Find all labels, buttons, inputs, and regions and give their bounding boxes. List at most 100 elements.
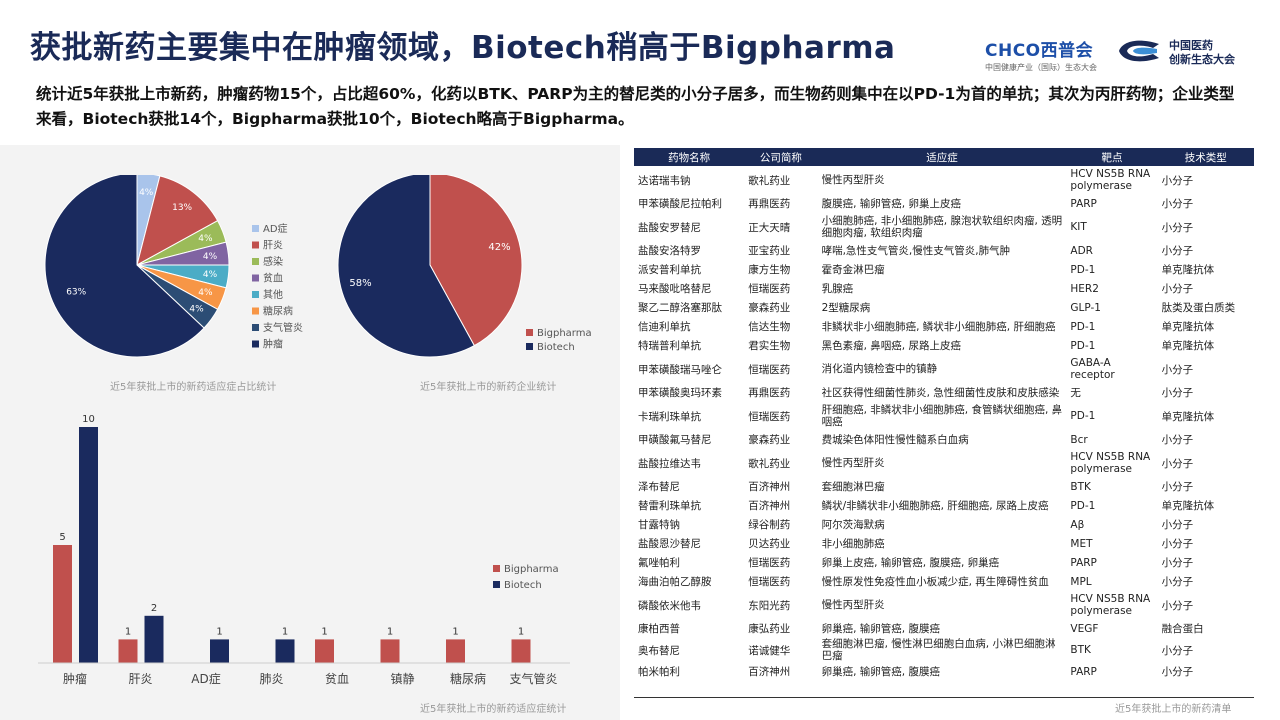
target-cell: PD-1 [1070,263,1096,276]
company-cell: 康弘药业 [748,623,791,635]
pie-slice-label: 4% [203,270,218,280]
tech-type-cell: 单克隆抗体 [1161,500,1215,512]
tech-type-cell: 小分子 [1161,198,1194,210]
page-title: 获批新药主要集中在肿瘤领域，Biotech稍高于Bigpharma [30,30,896,66]
table-row: 康柏西普 康弘药业 卵巢癌, 输卵管癌, 腹膜癌 VEGF 融合蛋白 [634,619,1254,638]
indication-cell: 费城染色体阳性慢性髓系白血病 [821,433,969,446]
drug-name-cell: 磷酸依米他韦 [638,599,701,612]
target-cell: BTK [1070,644,1091,656]
table-caption: 近5年获批上市的新药清单 [1115,704,1232,715]
drug-name-cell: 康柏西普 [638,623,680,635]
legend-label: Biotech [537,342,575,353]
tech-type-cell: 小分子 [1161,387,1194,399]
company-cell: 康方生物 [748,264,791,276]
tech-type-cell: 单克隆抗体 [1161,321,1215,333]
target-cell: PD-1 [1070,320,1096,333]
table-row: 奥布替尼 诺诚健华 套细胞淋巴瘤, 慢性淋巴细胞白血病, 小淋巴细胞淋巴瘤 BTK 小分… [634,638,1254,662]
legend-swatch [252,241,259,249]
table-row: 盐酸拉维达韦 歌礼药业 慢性丙型肝炎 HCV NS5B RNA polymerase 小… [634,449,1254,477]
drug-name-cell: 信迪利单抗 [638,321,691,333]
target-cell: PARP [1070,556,1097,569]
tech-type-cell: 小分子 [1161,519,1194,531]
pie-slice-label: 63% [66,287,86,297]
drug-name-cell: 奥布替尼 [638,644,680,657]
company-cell: 百济神州 [748,500,791,512]
bar-category-label: 支气管炎 [509,671,557,686]
bar-biotech [144,615,164,663]
indication-cell: 肝细胞癌, 非鳞状非小细胞肺癌, 食管鳞状细胞癌, 鼻咽癌 [821,404,1063,428]
tech-type-cell: 小分子 [1161,557,1194,569]
tech-type-cell: 单克隆抗体 [1161,264,1215,276]
pie-slice-label: 4% [198,234,213,244]
legend-swatch [493,581,500,588]
summit-logo-line2: 创新生态大会 [1169,53,1235,66]
indication-cell: 慢性丙型肝炎 [821,599,885,611]
company-cell: 豪森药业 [748,302,791,314]
company-cell: 豪森药业 [748,434,791,446]
pie-slice-label: 42% [488,242,510,253]
bar-bigpharma [511,639,531,663]
tech-type-cell: 小分子 [1161,599,1194,612]
table-row: 甲苯磺酸瑞马唑仑 恒瑞医药 消化道内镜检查中的镇静 GABA-A receptor 小分… [634,355,1254,383]
bar-category-label: 肝炎 [128,672,152,686]
legend-swatch [493,565,500,572]
indication-cell: 非鳞状非小细胞肺癌, 鳞状非小细胞肺癌, 肝细胞癌 [821,320,1056,333]
legend-label: Biotech [504,580,542,591]
tech-type-cell: 小分子 [1161,666,1194,678]
table-row: 信迪利单抗 信达生物 非鳞状非小细胞肺癌, 鳞状非小细胞肺癌, 肝细胞癌 PD-1 单克… [634,317,1254,336]
table-row: 马来酸吡咯替尼 恒瑞医药 乳腺癌 HER2 小分子 [634,279,1254,298]
summary-text: 统计近5年获批上市新药，肿瘤药物15个，占比超60%，化药以BTK、PARP为主… [36,85,1235,128]
target-cell: Bcr [1070,433,1088,446]
table-row: 甘露特钠 绿谷制药 阿尔茨海默病 Aβ 小分子 [634,515,1254,534]
target-cell: HER2 [1070,282,1099,295]
indication-cell: 卵巢上皮癌, 输卵管癌, 腹膜癌, 卵巢癌 [821,556,1000,569]
bar-category-label: 贫血 [325,671,349,686]
drug-name-cell: 甲苯磺酸瑞马唑仑 [638,363,722,376]
pie-slice-biotech [337,175,476,358]
company-cell: 再鼎医药 [748,387,791,399]
indication-cell: 消化道内镜检查中的镇静 [821,363,938,375]
target-cell: GABA-A receptor [1070,357,1115,381]
pie-slice-label: 58% [349,278,371,289]
legend-label: 肿瘤 [263,338,283,351]
table-row: 甲苯磺酸奥玛环素 再鼎医药 社区获得性细菌性肺炎, 急性细菌性皮肤和皮肤感染无 小分子 [634,383,1254,402]
indication-cell: 阿尔茨海默病 [821,518,885,531]
bar-value-label: 1 [321,626,327,637]
bar-bigpharma [315,639,334,663]
company-cell: 恒瑞医药 [748,363,791,376]
legend-swatch [252,274,259,282]
bar-bigpharma [380,639,400,663]
indication-cell: 鳞状/非鳞状非小细胞肺癌, 肝细胞癌, 尿路上皮癌 [821,499,1049,512]
pie-slice-label: 13% [172,203,192,213]
innovation-summit-logo: 中国医药 创新生态大会 [1117,36,1247,70]
company-cell: 正大天晴 [748,221,791,234]
bar-category-label: 糖尿病 [450,671,486,686]
indication-cell: 慢性丙型肝炎 [821,457,885,469]
company-cell: 恒瑞医药 [748,283,791,295]
table-row: 磷酸依米他韦 东阳光药 慢性丙型肝炎 HCV NS5B RNA polymerase 小… [634,591,1254,619]
indication-cell: 卵巢癌, 输卵管癌, 腹膜癌 [821,622,940,635]
indication-cell: 腹膜癌, 输卵管癌, 卵巢上皮癌 [821,197,961,210]
table-row: 泽布替尼 百济神州 套细胞淋巴瘤 BTK 小分子 [634,477,1254,496]
legend-swatch [252,324,259,331]
tech-type-cell: 小分子 [1161,245,1194,257]
indication-cell: 2型糖尿病 [821,301,871,314]
legend-swatch [252,340,259,348]
indication-cell: 非小细胞肺癌 [821,537,885,550]
drug-name-cell: 盐酸恩沙替尼 [638,538,701,550]
table-row: 甲磺酸氟马替尼 豪森药业 费城染色体阳性慢性髓系白血病 Bcr 小分子 [634,430,1254,449]
bar-value-label: 1 [282,626,288,637]
pie-slice-label: 4% [203,252,218,262]
bar-bigpharma [53,545,72,663]
drug-name-cell: 甲苯磺酸奥玛环素 [638,387,722,399]
table-row: 特瑞普利单抗 君实生物 黑色素瘤, 鼻咽癌, 尿路上皮癌 PD-1 单克隆抗体 [634,336,1254,355]
indication-cell: 哮喘,急性支气管炎,慢性支气管炎,肺气肿 [821,244,1011,257]
bar-bigpharma [446,639,465,663]
drug-name-cell: 泽布替尼 [638,481,680,493]
target-cell: PD-1 [1070,499,1096,512]
bar-bigpharma [118,639,138,663]
bar-category-label: 肿瘤 [63,671,87,686]
target-cell: 无 [1070,386,1081,399]
table-row: 派安普利单抗 康方生物 霍奇金淋巴瘤 PD-1 单克隆抗体 [634,260,1254,279]
legend-label: 贫血 [263,272,283,285]
